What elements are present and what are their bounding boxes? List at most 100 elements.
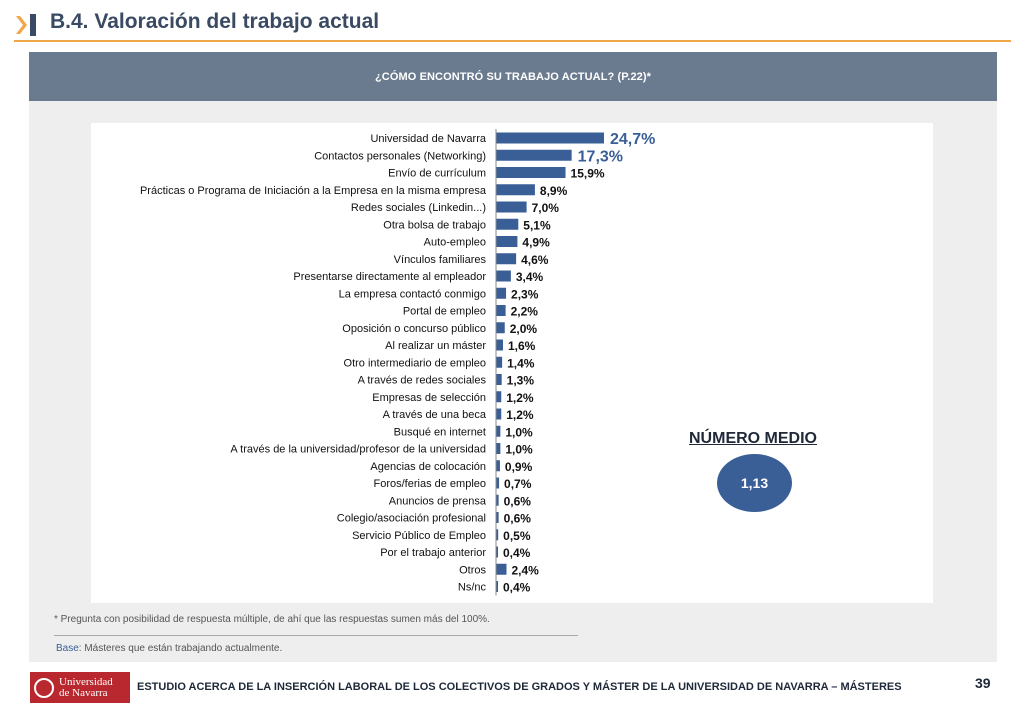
value-label: 8,9%: [540, 184, 568, 198]
category-label: Por el trabajo anterior: [380, 547, 486, 559]
value-label: 17,3%: [578, 148, 623, 165]
base-text: Másteres que están trabajando actualment…: [81, 643, 283, 654]
category-label: Servicio Público de Empleo: [352, 530, 486, 542]
value-label: 1,4%: [507, 356, 535, 370]
category-label: Auto-empleo: [424, 237, 486, 249]
category-label: Otros: [459, 564, 486, 576]
mean-badge: 1,13: [717, 454, 792, 512]
category-label: Agencias de colocación: [370, 461, 486, 473]
university-seal-icon: [34, 677, 54, 698]
category-label: Vínculos familiares: [394, 254, 487, 266]
mean-title: NÚMERO MEDIO: [689, 430, 817, 447]
value-label: 2,0%: [510, 322, 538, 336]
bar: [496, 425, 501, 437]
value-label: 1,2%: [506, 408, 534, 422]
category-label: Colegio/asociación profesional: [337, 513, 486, 525]
value-label: 15,9%: [571, 167, 605, 181]
bar: [496, 339, 503, 351]
category-label: La empresa contactó conmigo: [339, 288, 486, 300]
category-label: Universidad de Navarra: [370, 133, 486, 145]
value-label: 0,6%: [504, 494, 532, 508]
value-label: 0,6%: [504, 512, 532, 526]
page-number: 39: [975, 675, 991, 691]
value-label: 3,4%: [516, 270, 544, 284]
bar: [496, 132, 604, 144]
bar: [496, 494, 499, 506]
value-label: 0,7%: [504, 477, 532, 491]
bar: [496, 477, 500, 489]
value-label: 1,0%: [505, 425, 533, 439]
university-logo: Universidad de Navarra: [30, 672, 130, 703]
category-label: Contactos personales (Networking): [314, 150, 486, 162]
value-label: 2,2%: [511, 305, 539, 319]
value-label: 0,9%: [505, 460, 533, 474]
bar: [496, 408, 502, 420]
base-note: Base: Másteres que están trabajando actu…: [56, 643, 282, 654]
bar: [496, 322, 505, 334]
category-label: Portal de empleo: [403, 306, 486, 318]
value-label: 0,4%: [503, 581, 531, 595]
bar: [496, 201, 527, 213]
category-label: Al realizar un máster: [385, 340, 486, 352]
bar: [496, 356, 503, 368]
value-label: 24,7%: [610, 131, 655, 148]
value-label: 4,9%: [522, 236, 550, 250]
category-label: Busqué en internet: [394, 426, 486, 438]
bar: [496, 149, 572, 161]
value-label: 1,0%: [505, 443, 533, 457]
category-label: Otra bolsa de trabajo: [383, 219, 486, 231]
mean-value: 1,13: [740, 475, 769, 491]
value-label: 2,4%: [511, 563, 539, 577]
category-label: Envío de currículum: [388, 168, 486, 180]
bar: [496, 546, 498, 558]
value-label: 5,1%: [523, 218, 551, 232]
category-label: Oposición o concurso público: [342, 323, 486, 335]
bar: [496, 218, 519, 230]
bar: [496, 236, 518, 247]
bar: [496, 305, 506, 316]
footnote: * Pregunta con posibilidad de respuesta …: [54, 614, 490, 625]
bar: [496, 529, 499, 541]
bar: [496, 167, 566, 178]
bar: [496, 391, 502, 403]
bar: [496, 443, 501, 454]
logo-line-2: de Navarra: [59, 686, 108, 699]
base-label: Base:: [56, 643, 82, 654]
category-label: Empresas de selección: [372, 392, 486, 404]
category-label: Otro intermediario de empleo: [344, 357, 486, 369]
bar: [496, 253, 517, 265]
chart-area: Universidad de Navarra 24,7% Contactos per…: [91, 123, 933, 603]
category-label: Presentarse directamente al empleador: [293, 271, 486, 283]
question-text: ¿CÓMO ENCONTRÓ SU TRABAJO ACTUAL? (P.22)…: [374, 70, 652, 83]
category-label: Prácticas o Programa de Iniciación a la …: [140, 185, 487, 197]
value-label: 7,0%: [532, 201, 560, 215]
category-label: A través de la universidad/profesor de l…: [230, 444, 486, 456]
question-band: ¿CÓMO ENCONTRÓ SU TRABAJO ACTUAL? (P.22)…: [29, 52, 997, 101]
page-title: B.4. Valoración del trabajo actual: [50, 10, 380, 33]
category-label: A través de redes sociales: [358, 375, 487, 387]
value-label: 0,4%: [503, 546, 531, 560]
bar: [496, 374, 502, 385]
value-label: 1,6%: [508, 339, 536, 353]
logo-line-1: Universidad: [59, 675, 113, 688]
base-divider: [54, 635, 578, 636]
double-chevron-icon: [16, 14, 36, 36]
bar: [496, 581, 498, 592]
value-label: 1,3%: [507, 374, 535, 388]
value-label: 0,5%: [503, 529, 531, 543]
bar: [496, 512, 499, 523]
bar: [496, 563, 507, 575]
bar-chart: Universidad de Navarra 24,7% Contactos per…: [140, 129, 655, 596]
category-label: Ns/nc: [458, 582, 487, 594]
value-label: 1,2%: [506, 391, 534, 405]
category-label: Anuncios de prensa: [389, 495, 487, 507]
category-label: A través de una beca: [383, 409, 487, 421]
value-label: 2,3%: [511, 287, 539, 301]
bar: [496, 287, 507, 299]
value-label: 4,6%: [521, 253, 549, 267]
category-label: Redes sociales (Linkedin...): [351, 202, 486, 214]
study-title: ESTUDIO ACERCA DE LA INSERCIÓN LABORAL D…: [137, 681, 902, 693]
bar: [496, 460, 500, 472]
bar: [496, 270, 511, 282]
header-divider: [14, 40, 1011, 42]
